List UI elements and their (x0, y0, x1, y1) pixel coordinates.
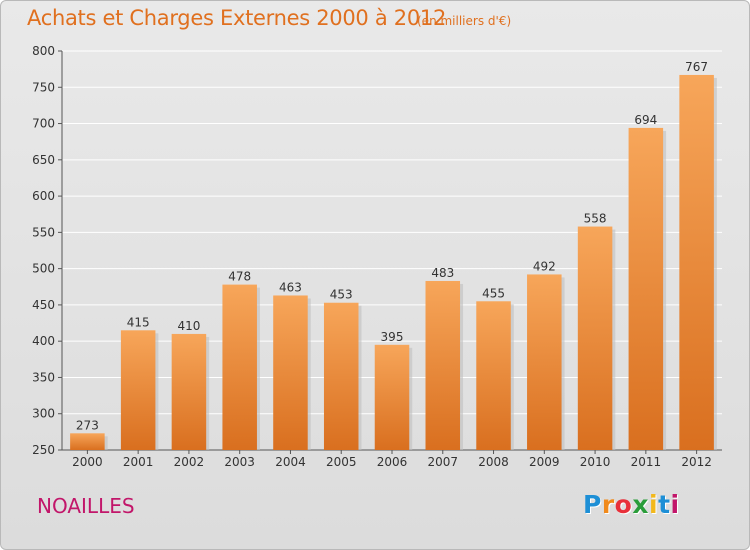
y-tick-label: 650 (32, 153, 55, 167)
data-label: 558 (584, 212, 607, 226)
data-label: 453 (330, 288, 353, 302)
bar (527, 274, 562, 450)
logo-letter: t (658, 490, 671, 519)
logo-letter: x (632, 490, 649, 519)
bar (628, 127, 664, 450)
bar (222, 284, 257, 450)
data-label: 395 (381, 330, 404, 344)
y-tick-label: 750 (32, 80, 55, 94)
bar (577, 226, 613, 450)
logo-letter: P (583, 490, 602, 519)
bar (425, 280, 461, 450)
logo-letter: i (649, 490, 659, 519)
x-tick-label: 2004 (275, 455, 306, 469)
bar (476, 301, 511, 450)
x-tick-label: 2000 (72, 455, 103, 469)
bar (374, 344, 410, 450)
data-label: 483 (431, 266, 454, 280)
proxiti-logo: Proxiti (583, 490, 680, 519)
y-tick-label: 550 (32, 225, 55, 239)
data-label: 463 (279, 280, 302, 294)
chart-title: Achats et Charges Externes 2000 à 2012 (27, 6, 447, 30)
x-tick-label: 2002 (174, 455, 205, 469)
x-tick-label: 2006 (377, 455, 408, 469)
x-tick-label: 2008 (478, 455, 509, 469)
y-tick-label: 700 (32, 117, 55, 131)
y-tick-label: 800 (32, 44, 55, 58)
x-tick-label: 2007 (427, 455, 458, 469)
logo-letter: o (614, 490, 633, 519)
x-tick-label: 2009 (529, 455, 560, 469)
y-tick-label: 400 (32, 334, 55, 348)
data-label: 694 (634, 113, 657, 127)
bars (70, 74, 717, 450)
logo-letter: r (601, 490, 615, 519)
y-tick-label: 350 (32, 370, 55, 384)
commune-name: NOAILLES (37, 494, 135, 518)
y-tick-label: 500 (32, 262, 55, 276)
x-tick-label: 2012 (681, 455, 712, 469)
axes: 250 300 350 400 450 500 550 600 650 700 750 800 2000… (32, 44, 722, 469)
x-tick-label: 2003 (224, 455, 255, 469)
bar (70, 433, 105, 450)
x-tick-label: 2005 (326, 455, 357, 469)
data-label: 410 (177, 319, 200, 333)
data-labels: 273 415 410 478 463 453 395 483 455 492 558 694 767 (76, 60, 708, 432)
bar (679, 74, 714, 450)
logo-letter: i (670, 490, 680, 519)
bar (323, 302, 359, 450)
bar (171, 333, 207, 450)
bar (273, 295, 308, 450)
chart-unit: (en milliers d'€) (417, 14, 512, 28)
x-tick-label: 2001 (123, 455, 154, 469)
y-tick-label: 600 (32, 189, 55, 203)
data-label: 478 (228, 270, 251, 284)
data-label: 273 (76, 418, 99, 432)
x-tick-label: 2011 (631, 455, 662, 469)
x-tick-label: 2010 (580, 455, 611, 469)
data-label: 455 (482, 286, 505, 300)
data-label: 492 (533, 259, 556, 273)
y-tick-label: 250 (32, 443, 55, 457)
bar (120, 330, 156, 450)
data-label: 767 (685, 60, 708, 74)
y-tick-label: 300 (32, 407, 55, 421)
data-label: 415 (127, 315, 150, 329)
y-tick-label: 450 (32, 298, 55, 312)
